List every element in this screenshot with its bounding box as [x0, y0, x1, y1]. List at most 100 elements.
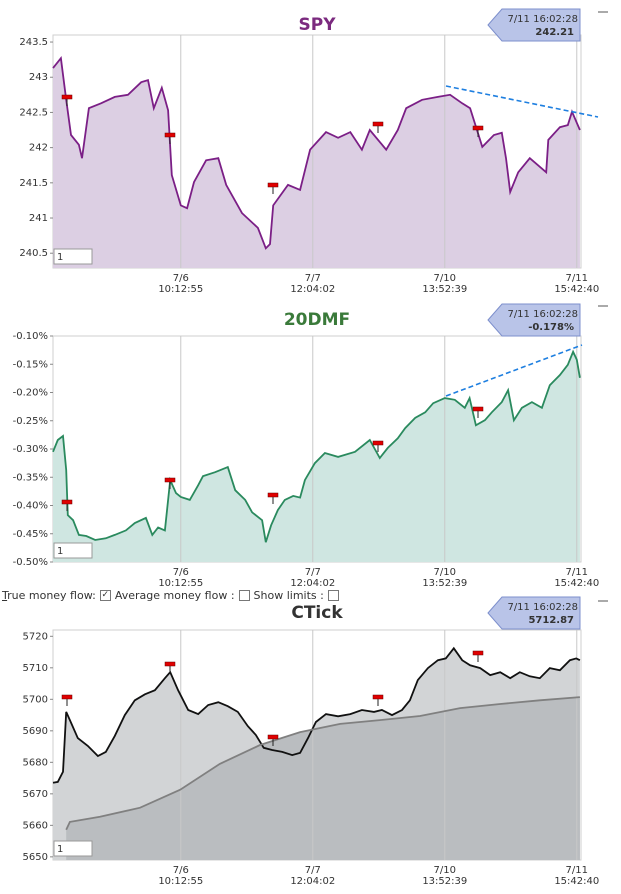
x-tick-label: 7/6 [173, 865, 189, 876]
flag [472, 125, 484, 131]
flag [372, 440, 384, 446]
x-tick-label: 7/11 [566, 865, 588, 876]
checkbox[interactable]: ✓ [99, 590, 111, 601]
x-tick-label: 7/10 [434, 567, 456, 578]
flag [61, 499, 73, 505]
y-tick-label: 5650 [23, 852, 48, 863]
y-tick-label: 5710 [23, 663, 48, 674]
x-tick-label: 7/11 [566, 567, 588, 578]
y-tick-label: 5670 [23, 789, 48, 800]
area-fill [66, 697, 580, 860]
controls: True money flow: ✓ Average money flow : Sho… [2, 589, 339, 602]
flag [372, 121, 384, 127]
zoom-input[interactable] [53, 248, 93, 265]
flag [267, 492, 279, 498]
zoom-input-value: 1 [57, 844, 63, 855]
y-tick-label: -0.50% [13, 557, 48, 568]
y-tick-label: 241 [29, 213, 48, 224]
series-line [52, 349, 581, 543]
series-line [52, 646, 581, 784]
x-tick-label: 7/6 [173, 273, 189, 284]
callout [487, 8, 581, 42]
x-tick-label: 7/6 [173, 567, 189, 578]
trend-line [445, 85, 599, 118]
callout-value: 5712.87 [528, 615, 574, 626]
callout [487, 596, 581, 630]
zoom-input-value: 1 [57, 546, 63, 557]
callout-value: 242.21 [535, 27, 574, 38]
flag [472, 406, 484, 412]
x-tick-time: 12:04:02 [290, 578, 335, 589]
y-tick-label: 242 [29, 143, 48, 154]
x-tick-label: 7/7 [305, 273, 321, 284]
x-tick-time: 10:12:55 [158, 578, 203, 589]
y-tick-label: 242.5 [19, 107, 48, 118]
x-tick-label: 7/7 [305, 865, 321, 876]
y-tick-label: 5680 [23, 757, 48, 768]
x-tick-time: 12:04:02 [290, 876, 335, 887]
x-tick-time: 13:52:39 [422, 284, 467, 295]
x-tick-time: 13:52:39 [422, 578, 467, 589]
control-label: Average money flow : [114, 589, 235, 602]
zoom-input[interactable] [53, 542, 93, 559]
series-line [65, 696, 580, 831]
y-tick-label: -0.10% [13, 331, 48, 342]
flag [164, 477, 176, 483]
area-fill [53, 351, 580, 562]
trend-line [445, 344, 583, 397]
x-tick-time: 15:42:40 [554, 284, 599, 295]
y-tick-label: 243.5 [19, 37, 48, 48]
y-tick-label: -0.15% [13, 359, 48, 370]
y-tick-label: 5700 [23, 694, 48, 705]
flag [267, 182, 279, 188]
y-tick-label: -0.45% [13, 529, 48, 540]
y-tick-label: -0.30% [13, 444, 48, 455]
callout-time: 7/11 16:02:28 [507, 602, 578, 613]
x-tick-time: 15:42:40 [554, 578, 599, 589]
flag [267, 734, 279, 740]
y-tick-label: 5690 [23, 726, 48, 737]
series-line [52, 55, 581, 250]
callout-time: 7/11 16:02:28 [507, 309, 578, 320]
control-label: Show limits : [253, 589, 324, 602]
checkbox[interactable] [327, 590, 339, 601]
x-tick-label: 7/10 [434, 865, 456, 876]
flag [372, 694, 384, 700]
y-tick-label: 240.5 [19, 248, 48, 259]
callout-time: 7/11 16:02:28 [507, 14, 578, 25]
flag [164, 132, 176, 138]
x-tick-time: 10:12:55 [158, 284, 203, 295]
chart-title: 20DMF [284, 310, 350, 330]
callout-value: -0.178% [528, 322, 574, 333]
y-tick-label: 5660 [23, 820, 48, 831]
control-label: True money flow: [2, 589, 96, 602]
chart-title: SPY [298, 15, 336, 35]
chart-title: CTick [291, 603, 343, 623]
x-tick-time: 13:52:39 [422, 876, 467, 887]
x-tick-label: 7/11 [566, 273, 588, 284]
zoom-input-value: 1 [57, 252, 63, 263]
x-tick-time: 12:04:02 [290, 284, 335, 295]
flag [472, 650, 484, 656]
decor [598, 11, 608, 602]
zoom-input[interactable] [53, 840, 93, 857]
y-tick-label: 241.5 [19, 178, 48, 189]
y-tick-label: 243 [29, 72, 48, 83]
x-tick-label: 7/7 [305, 567, 321, 578]
y-tick-label: -0.20% [13, 388, 48, 399]
y-tick-label: -0.35% [13, 472, 48, 483]
chart: 7/610:12:557/712:04:027/1013:52:397/1115… [23, 596, 599, 887]
x-tick-label: 7/10 [434, 273, 456, 284]
flag [61, 94, 73, 100]
area-fill [53, 58, 580, 269]
x-tick-time: 15:42:40 [554, 876, 599, 887]
flag [164, 661, 176, 667]
y-tick-label: -0.40% [13, 501, 48, 512]
checkbox[interactable] [238, 590, 250, 601]
y-tick-label: -0.25% [13, 416, 48, 427]
callout [487, 303, 581, 337]
